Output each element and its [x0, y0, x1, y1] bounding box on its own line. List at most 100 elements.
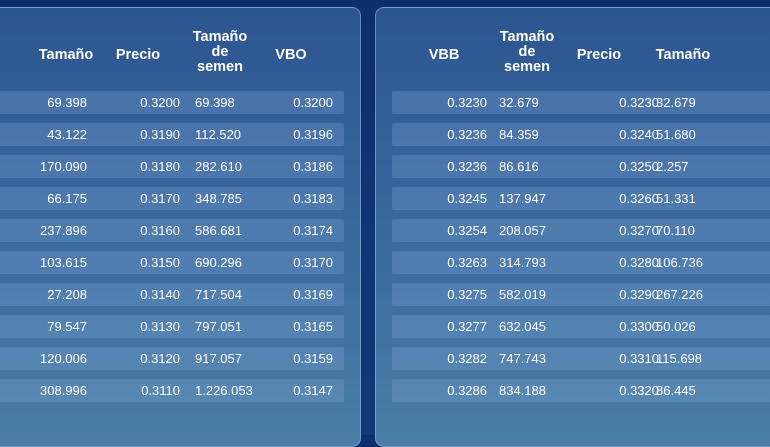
price-cell: 0.3250: [619, 159, 659, 174]
header-cumulative-size-line1: Tamaño: [192, 29, 248, 45]
header-vbo: VBO: [275, 47, 307, 63]
size-cell: 43.122: [47, 127, 87, 142]
vbb-cell: 0.3286: [447, 383, 487, 398]
price-cell: 0.3280: [619, 255, 659, 270]
size-cell: 308.996: [40, 383, 87, 398]
size-cell: 70.110: [656, 223, 695, 238]
cumulative-size-cell: 797.051: [195, 319, 242, 334]
price-cell: 0.3160: [140, 223, 180, 238]
cumulative-size-cell: 69.398: [195, 95, 235, 110]
size-cell: 69.398: [47, 95, 87, 110]
cumulative-size-cell: 586.681: [195, 223, 242, 238]
price-cell: 0.3320: [619, 383, 659, 398]
size-cell: 120.006: [40, 351, 87, 366]
price-cell: 0.3180: [140, 159, 180, 174]
cumulative-size-cell: 348.785: [195, 191, 242, 206]
price-cell: 0.3120: [140, 351, 180, 366]
header-cumulative-size-line2: de: [518, 44, 536, 60]
price-cell: 0.3150: [140, 255, 180, 270]
vbo-cell: 0.3200: [293, 95, 333, 110]
size-cell: 115.698: [656, 351, 703, 366]
vbb-cell: 0.3275: [447, 287, 487, 302]
order-row[interactable]: 0.3282 747.743 0.3310 115.698: [392, 347, 770, 370]
size-cell: 32.679: [656, 95, 696, 110]
price-cell: 0.3140: [140, 287, 180, 302]
cumulative-size-cell: 282.610: [195, 159, 242, 174]
cumulative-size-cell: 86.616: [499, 159, 539, 174]
cumulative-size-cell: 582.019: [499, 287, 546, 302]
vbo-cell: 0.3183: [293, 191, 333, 206]
cumulative-size-cell: 32.679: [499, 95, 539, 110]
header-cumulative-size-line2: de: [211, 44, 229, 60]
price-cell: 0.3240: [619, 127, 659, 142]
cumulative-size-cell: 834.188: [499, 383, 546, 398]
order-row[interactable]: 103.615 0.3150 690.296 0.3170: [0, 251, 344, 274]
size-cell: 51.331: [656, 191, 696, 206]
cumulative-size-cell: 84.359: [499, 127, 539, 142]
size-cell: 66.175: [47, 191, 87, 206]
order-row[interactable]: 0.3245 137.947 0.3260 51.331: [392, 187, 770, 210]
order-row[interactable]: 0.3263 314.793 0.3280 106.736: [392, 251, 770, 274]
price-cell: 0.3310: [619, 351, 659, 366]
vbo-cell: 0.3147: [293, 383, 333, 398]
vbo-cell: 0.3170: [293, 255, 333, 270]
vbb-cell: 0.3236: [447, 127, 487, 142]
order-row[interactable]: 237.896 0.3160 586.681 0.3174: [0, 219, 344, 242]
price-cell: 0.3130: [140, 319, 180, 334]
vbo-cell: 0.3196: [293, 127, 333, 142]
vbb-cell: 0.3263: [447, 255, 487, 270]
header-cumulative-size: Tamaño de semen: [496, 30, 558, 75]
size-cell: 103.615: [40, 255, 87, 270]
cumulative-size-cell: 717.504: [195, 287, 242, 302]
order-row[interactable]: 79.547 0.3130 797.051 0.3165: [0, 315, 344, 338]
header-price: Precio: [115, 47, 161, 63]
vbb-cell: 0.3254: [447, 223, 487, 238]
cumulative-size-cell: 208.057: [499, 223, 546, 238]
header-vbb: VBB: [428, 47, 460, 63]
vbb-cell: 0.3245: [447, 191, 487, 206]
vbo-cell: 0.3186: [293, 159, 333, 174]
header-cumulative-size-line3: semen: [197, 59, 243, 75]
size-cell: 106.736: [656, 255, 703, 270]
cumulative-size-cell: 917.057: [195, 351, 242, 366]
header-size: Tamaño: [38, 47, 94, 63]
order-row[interactable]: 0.3254 208.057 0.3270 70.110: [392, 219, 770, 242]
header-cumulative-size-line1: Tamaño: [499, 29, 555, 45]
vbo-cell: 0.3159: [293, 351, 333, 366]
header-cumulative-size: Tamaño de semen: [189, 30, 251, 75]
size-cell: 79.547: [47, 319, 87, 334]
vbo-cell: 0.3174: [293, 223, 333, 238]
price-cell: 0.3170: [140, 191, 180, 206]
price-cell: 0.3110: [141, 383, 180, 398]
cumulative-size-cell: 632.045: [499, 319, 546, 334]
order-row[interactable]: 120.006 0.3120 917.057 0.3159: [0, 347, 344, 370]
order-row[interactable]: 69.398 0.3200 69.398 0.3200: [0, 91, 344, 114]
cumulative-size-cell: 1.226.053: [195, 383, 253, 398]
size-cell: 50.026: [656, 319, 696, 334]
header-cumulative-size-line3: semen: [504, 59, 550, 75]
order-row[interactable]: 0.3275 582.019 0.3290 267.226: [392, 283, 770, 306]
size-cell: 86.445: [656, 383, 696, 398]
size-cell: 267.226: [656, 287, 703, 302]
header-size: Tamaño: [655, 47, 711, 63]
order-row[interactable]: 27.208 0.3140 717.504 0.3169: [0, 283, 344, 306]
order-row[interactable]: 0.3236 84.359 0.3240 51.680: [392, 123, 770, 146]
order-row[interactable]: 0.3277 632.045 0.3300 50.026: [392, 315, 770, 338]
vbo-cell: 0.3169: [293, 287, 333, 302]
size-cell: 237.896: [40, 223, 87, 238]
order-row[interactable]: 308.996 0.3110 1.226.053 0.3147: [0, 379, 344, 402]
order-row[interactable]: 0.3286 834.188 0.3320 86.445: [392, 379, 770, 402]
size-cell: 51.680: [656, 127, 696, 142]
order-row[interactable]: 170.090 0.3180 282.610 0.3186: [0, 155, 344, 178]
price-cell: 0.3300: [619, 319, 659, 334]
vbb-cell: 0.3236: [447, 159, 487, 174]
order-row[interactable]: 66.175 0.3170 348.785 0.3183: [0, 187, 344, 210]
order-row[interactable]: 0.3236 86.616 0.3250 2.257: [392, 155, 770, 178]
order-row[interactable]: 43.122 0.3190 112.520 0.3196: [0, 123, 344, 146]
cumulative-size-cell: 137.947: [499, 191, 546, 206]
header-price: Precio: [576, 47, 622, 63]
cumulative-size-cell: 112.520: [195, 127, 242, 142]
vbb-cell: 0.3277: [447, 319, 487, 334]
cumulative-size-cell: 314.793: [499, 255, 546, 270]
order-row[interactable]: 0.3230 32.679 0.3230 32.679: [392, 91, 770, 114]
